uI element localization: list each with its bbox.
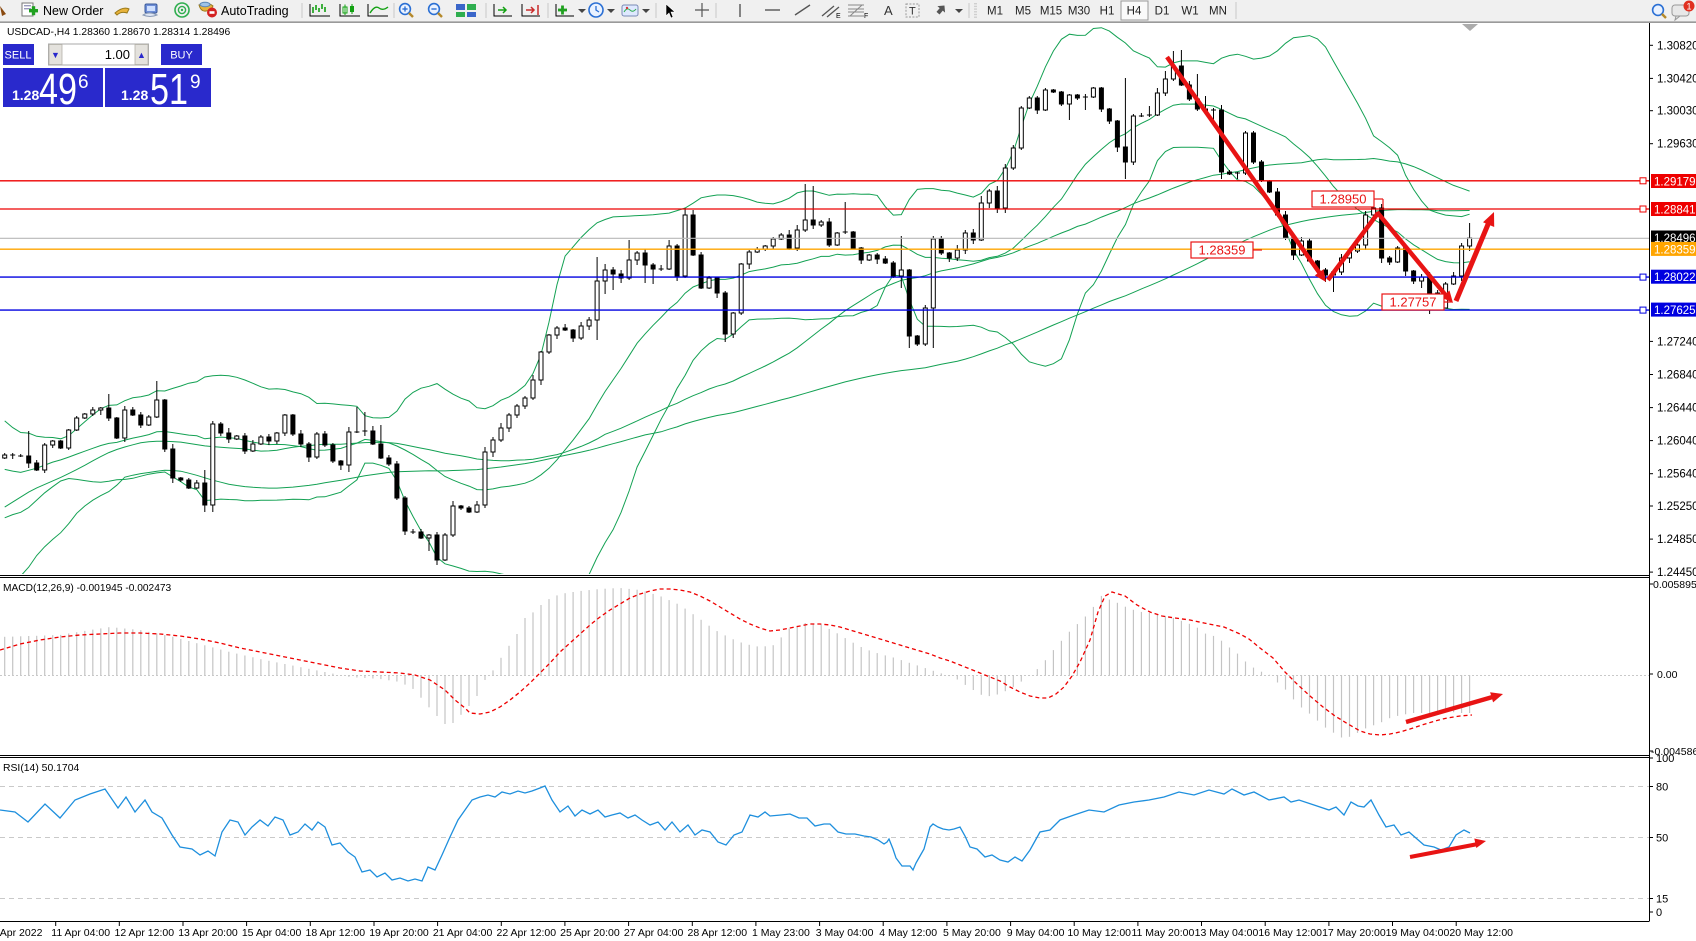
- svg-text:15 Apr 04:00: 15 Apr 04:00: [242, 927, 302, 939]
- svg-text:M5: M5: [1015, 6, 1031, 18]
- svg-text:1.28022: 1.28022: [1654, 272, 1696, 284]
- svg-text:9 May 04:00: 9 May 04:00: [1007, 927, 1065, 939]
- svg-text:AutoTrading: AutoTrading: [221, 4, 289, 18]
- svg-text:H1: H1: [1100, 6, 1115, 18]
- svg-text:A: A: [884, 3, 893, 18]
- svg-text:1.28359: 1.28359: [1199, 243, 1246, 258]
- svg-text:1.27240: 1.27240: [1657, 336, 1696, 348]
- svg-text:USDCAD-,H4 1.28360 1.28670 1.: USDCAD-,H4 1.28360 1.28670 1.28314 1.284…: [7, 27, 231, 38]
- svg-text:W1: W1: [1181, 6, 1198, 18]
- svg-text:SELL: SELL: [5, 50, 32, 62]
- svg-text:1 May 23:00: 1 May 23:00: [752, 927, 810, 939]
- svg-text:4 May 12:00: 4 May 12:00: [879, 927, 937, 939]
- svg-text:▲: ▲: [137, 50, 146, 60]
- svg-text:1.25640: 1.25640: [1657, 469, 1696, 481]
- svg-text:1.28841: 1.28841: [1654, 205, 1696, 217]
- svg-text:0.005895: 0.005895: [1653, 579, 1696, 591]
- svg-text:D1: D1: [1155, 6, 1170, 18]
- svg-text:20 May 12:00: 20 May 12:00: [1449, 927, 1513, 939]
- svg-text:27 Apr 04:00: 27 Apr 04:00: [624, 927, 684, 939]
- svg-text:1.28: 1.28: [121, 87, 148, 103]
- svg-text:13 Apr 20:00: 13 Apr 20:00: [178, 927, 238, 939]
- svg-text:80: 80: [1656, 782, 1668, 794]
- svg-text:1.24450: 1.24450: [1657, 567, 1696, 579]
- svg-text:100: 100: [1656, 753, 1674, 765]
- svg-text:1.28: 1.28: [12, 87, 39, 103]
- svg-text:1: 1: [1686, 2, 1691, 12]
- svg-text:25 Apr 20:00: 25 Apr 20:00: [560, 927, 620, 939]
- svg-text:M30: M30: [1068, 6, 1090, 18]
- svg-text:50: 50: [1656, 833, 1668, 845]
- svg-text:1.26440: 1.26440: [1657, 403, 1696, 415]
- svg-text:0.00: 0.00: [1657, 669, 1678, 681]
- svg-text:1.00: 1.00: [105, 47, 130, 62]
- svg-text:1.27625: 1.27625: [1654, 305, 1696, 317]
- svg-text:1.27757: 1.27757: [1390, 295, 1437, 310]
- svg-text:0: 0: [1656, 907, 1662, 919]
- svg-text:18 Apr 12:00: 18 Apr 12:00: [306, 927, 366, 939]
- svg-text:13 May 04:00: 13 May 04:00: [1195, 927, 1259, 939]
- svg-text:RSI(14) 50.1704: RSI(14) 50.1704: [3, 763, 79, 774]
- svg-text:8 Apr 2022: 8 Apr 2022: [0, 927, 43, 939]
- svg-text:1.29179: 1.29179: [1654, 177, 1696, 189]
- svg-text:1.30030: 1.30030: [1657, 106, 1696, 118]
- svg-text:9: 9: [190, 72, 201, 93]
- svg-text:1.28359: 1.28359: [1654, 244, 1696, 256]
- svg-text:H4: H4: [1127, 6, 1142, 18]
- svg-text:6: 6: [78, 72, 89, 93]
- svg-text:15: 15: [1656, 894, 1668, 906]
- svg-text:1.28950: 1.28950: [1320, 192, 1367, 207]
- svg-text:1.30420: 1.30420: [1657, 73, 1696, 85]
- svg-text:12 Apr 12:00: 12 Apr 12:00: [115, 927, 175, 939]
- svg-text:MN: MN: [1209, 6, 1227, 18]
- svg-text:F: F: [864, 13, 868, 20]
- svg-text:BUY: BUY: [170, 50, 193, 62]
- svg-text:10 May 12:00: 10 May 12:00: [1067, 927, 1131, 939]
- svg-text:1.26040: 1.26040: [1657, 436, 1696, 448]
- svg-text:-0.004586: -0.004586: [1651, 746, 1696, 758]
- svg-text:1.29630: 1.29630: [1657, 139, 1696, 151]
- svg-text:22 Apr 12:00: 22 Apr 12:00: [497, 927, 557, 939]
- svg-text:E: E: [836, 13, 841, 20]
- svg-text:17 May 20:00: 17 May 20:00: [1322, 927, 1386, 939]
- svg-text:16 May 12:00: 16 May 12:00: [1258, 927, 1322, 939]
- svg-text:T: T: [909, 6, 916, 18]
- svg-text:MACD(12,26,9) -0.001945 -0.002: MACD(12,26,9) -0.001945 -0.002473: [3, 583, 172, 594]
- svg-text:1.24850: 1.24850: [1657, 534, 1696, 546]
- svg-text:28 Apr 12:00: 28 Apr 12:00: [688, 927, 748, 939]
- svg-text:19 May 04:00: 19 May 04:00: [1386, 927, 1450, 939]
- svg-text:1.30820: 1.30820: [1657, 40, 1696, 52]
- svg-text:New Order: New Order: [43, 4, 103, 18]
- svg-text:▼: ▼: [51, 50, 60, 60]
- svg-text:11 May 20:00: 11 May 20:00: [1131, 927, 1194, 939]
- svg-text:M1: M1: [987, 6, 1003, 18]
- svg-text:5 May 20:00: 5 May 20:00: [943, 927, 1001, 939]
- svg-text:21 Apr 04:00: 21 Apr 04:00: [433, 927, 493, 939]
- svg-text:3 May 04:00: 3 May 04:00: [816, 927, 874, 939]
- svg-text:19 Apr 20:00: 19 Apr 20:00: [369, 927, 429, 939]
- svg-text:1.25250: 1.25250: [1657, 501, 1696, 513]
- svg-text:49: 49: [39, 65, 77, 114]
- svg-text:1.26840: 1.26840: [1657, 370, 1696, 382]
- svg-text:51: 51: [150, 65, 188, 114]
- svg-text:11 Apr 04:00: 11 Apr 04:00: [51, 927, 110, 939]
- svg-text:M15: M15: [1040, 6, 1062, 18]
